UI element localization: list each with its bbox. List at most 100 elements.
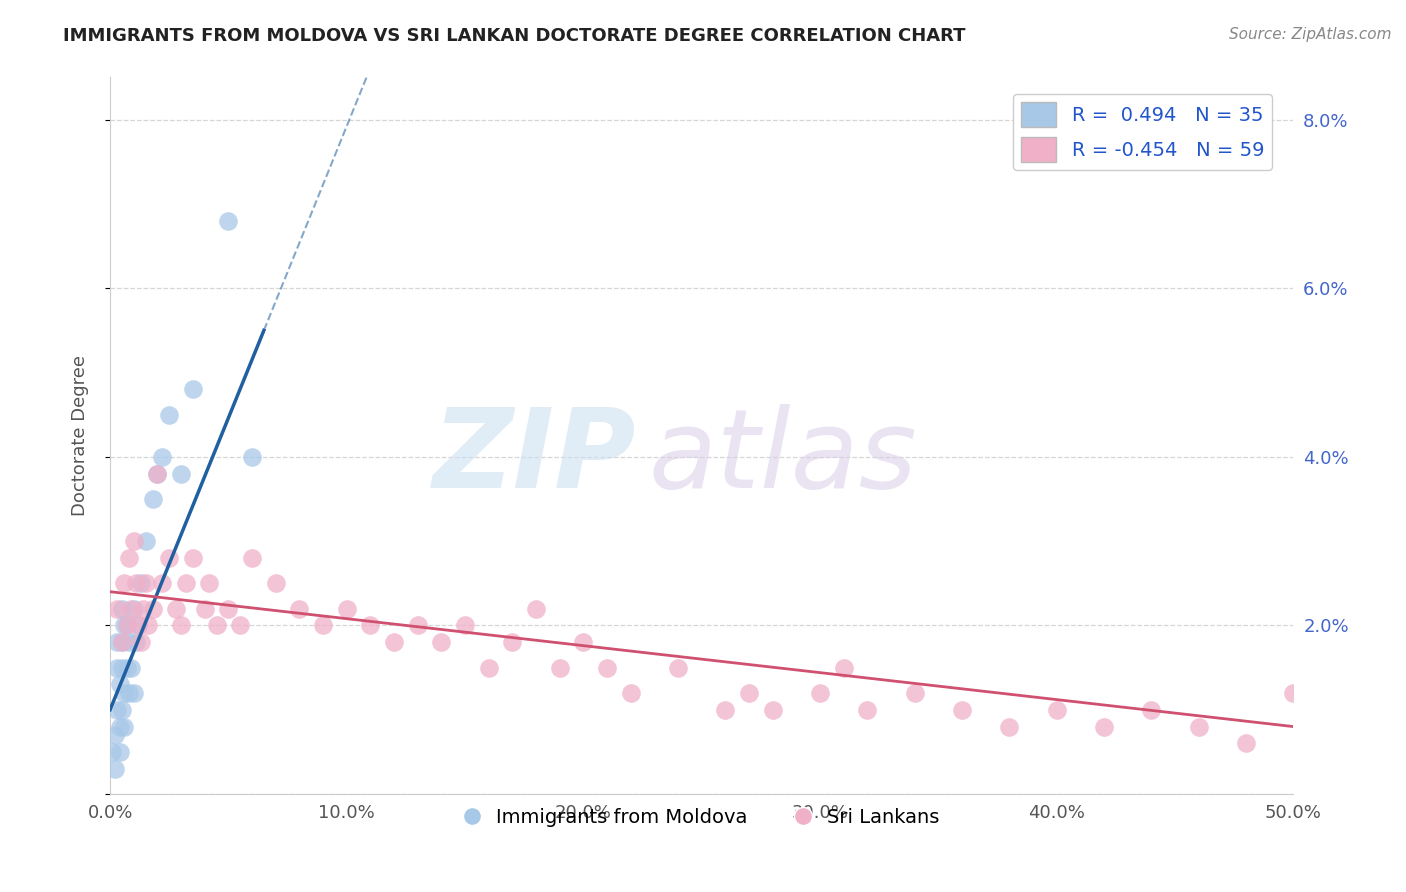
Point <box>596 660 619 674</box>
Point <box>808 686 831 700</box>
Point <box>1234 736 1257 750</box>
Point <box>136 618 159 632</box>
Point <box>111 703 134 717</box>
Point <box>1140 703 1163 717</box>
Point <box>150 576 173 591</box>
Point <box>112 618 135 632</box>
Point <box>112 720 135 734</box>
Point <box>217 213 239 227</box>
Point <box>359 618 381 632</box>
Point <box>205 618 228 632</box>
Point <box>132 601 155 615</box>
Point <box>105 635 128 649</box>
Point <box>108 720 131 734</box>
Point <box>548 660 571 674</box>
Point <box>198 576 221 591</box>
Text: atlas: atlas <box>648 404 917 511</box>
Point <box>111 635 134 649</box>
Point <box>229 618 252 632</box>
Point <box>762 703 785 717</box>
Point <box>105 601 128 615</box>
Point <box>111 601 134 615</box>
Point <box>108 745 131 759</box>
Point <box>170 467 193 481</box>
Point <box>181 551 204 566</box>
Point <box>150 450 173 464</box>
Point <box>501 635 523 649</box>
Point <box>998 720 1021 734</box>
Point <box>104 762 127 776</box>
Point <box>135 534 157 549</box>
Point <box>430 635 453 649</box>
Point <box>165 601 187 615</box>
Point <box>112 576 135 591</box>
Point <box>832 660 855 674</box>
Point <box>129 576 152 591</box>
Point <box>1092 720 1115 734</box>
Point <box>105 660 128 674</box>
Point <box>118 551 141 566</box>
Point <box>122 686 145 700</box>
Point <box>336 601 359 615</box>
Point <box>129 635 152 649</box>
Point <box>170 618 193 632</box>
Point <box>738 686 761 700</box>
Text: IMMIGRANTS FROM MOLDOVA VS SRI LANKAN DOCTORATE DEGREE CORRELATION CHART: IMMIGRANTS FROM MOLDOVA VS SRI LANKAN DO… <box>63 27 966 45</box>
Point <box>312 618 335 632</box>
Point <box>127 618 149 632</box>
Point <box>382 635 405 649</box>
Point <box>1282 686 1305 700</box>
Point <box>120 601 142 615</box>
Point <box>111 635 134 649</box>
Legend: Immigrants from Moldova, Sri Lankans: Immigrants from Moldova, Sri Lankans <box>457 800 946 835</box>
Point <box>620 686 643 700</box>
Point <box>125 576 148 591</box>
Point <box>104 728 127 742</box>
Point <box>115 660 138 674</box>
Point <box>146 467 169 481</box>
Point <box>904 686 927 700</box>
Point <box>524 601 547 615</box>
Point <box>454 618 477 632</box>
Point <box>146 467 169 481</box>
Point <box>122 601 145 615</box>
Point <box>406 618 429 632</box>
Point <box>118 686 141 700</box>
Point <box>105 703 128 717</box>
Point <box>572 635 595 649</box>
Point <box>217 601 239 615</box>
Y-axis label: Doctorate Degree: Doctorate Degree <box>72 355 89 516</box>
Point <box>135 576 157 591</box>
Point <box>194 601 217 615</box>
Point <box>115 618 138 632</box>
Point <box>122 534 145 549</box>
Point <box>856 703 879 717</box>
Point <box>666 660 689 674</box>
Point <box>112 686 135 700</box>
Point <box>950 703 973 717</box>
Point <box>174 576 197 591</box>
Point <box>240 551 263 566</box>
Point <box>125 635 148 649</box>
Text: Source: ZipAtlas.com: Source: ZipAtlas.com <box>1229 27 1392 42</box>
Point <box>111 660 134 674</box>
Point <box>115 618 138 632</box>
Point <box>157 551 180 566</box>
Point <box>127 618 149 632</box>
Point <box>142 491 165 506</box>
Point <box>1046 703 1069 717</box>
Point <box>142 601 165 615</box>
Point <box>120 660 142 674</box>
Point <box>264 576 287 591</box>
Point <box>181 383 204 397</box>
Point <box>157 408 180 422</box>
Point <box>118 635 141 649</box>
Text: ZIP: ZIP <box>433 404 637 511</box>
Point <box>101 745 124 759</box>
Point <box>108 677 131 691</box>
Point <box>1188 720 1211 734</box>
Point <box>478 660 501 674</box>
Point <box>288 601 311 615</box>
Point <box>714 703 737 717</box>
Point <box>240 450 263 464</box>
